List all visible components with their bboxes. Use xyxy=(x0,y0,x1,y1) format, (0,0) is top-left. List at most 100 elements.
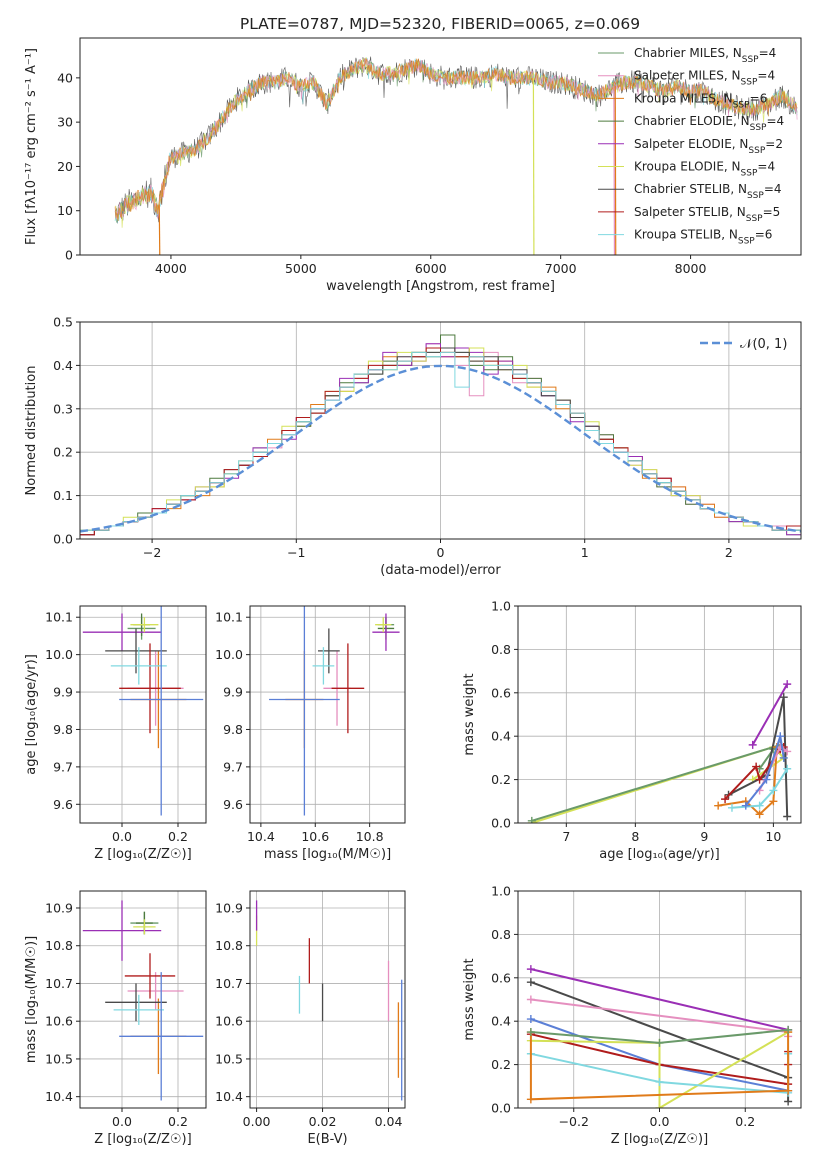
y-tick-label: 9.8 xyxy=(53,722,73,737)
y-tick-label: 20 xyxy=(57,159,73,174)
panel-mass-vs-Z: 0.0 0.2 10.4 10.5 10.6 10.7 10.8 10.9 Z [log₁₀(Z… xyxy=(24,890,207,1147)
y-tick-label: 10.4 xyxy=(45,1089,73,1104)
y-tick-label: 0.4 xyxy=(53,358,73,373)
weight-marker xyxy=(762,775,771,784)
y-tick-label: 0 xyxy=(65,248,73,263)
y-tick-label: 10.1 xyxy=(215,610,243,625)
y-tick-label: 0.4 xyxy=(491,1014,511,1029)
y-tick-label: 0.2 xyxy=(491,772,511,787)
y-tick-label: 40 xyxy=(57,70,73,85)
y-tick-label: 10.4 xyxy=(215,1089,243,1104)
weight-marker xyxy=(784,1086,793,1095)
y-tick-label: 10.9 xyxy=(215,900,243,915)
x-tick-label: 0.0 xyxy=(112,1114,132,1129)
weight-marker xyxy=(783,747,792,756)
y-tick-label: 10.8 xyxy=(215,938,243,953)
weight-marker xyxy=(755,810,764,819)
x-axis-label: Z [log₁₀(Z/Z☉)] xyxy=(611,1132,708,1147)
x-axis-label: E(B-V) xyxy=(307,1132,347,1147)
plot-area xyxy=(526,965,793,1108)
weight-marker xyxy=(755,801,764,810)
weight-series xyxy=(531,743,781,822)
y-tick-label: 0.5 xyxy=(53,315,73,330)
weight-marker xyxy=(769,786,778,795)
y-tick-label: 9.6 xyxy=(53,797,73,812)
weight-series xyxy=(728,696,789,817)
y-tick-label: 9.7 xyxy=(223,759,243,774)
weight-marker xyxy=(748,740,757,749)
axes-frame xyxy=(79,321,802,540)
x-tick-label: 0.02 xyxy=(309,1114,337,1129)
y-tick-label: 10.5 xyxy=(215,1051,243,1066)
histogram-series xyxy=(80,351,801,539)
weight-marker xyxy=(755,775,764,784)
weight-marker xyxy=(779,693,788,702)
weight-marker xyxy=(784,1025,793,1034)
weight-marker xyxy=(784,1097,793,1106)
y-tick-label: 9.9 xyxy=(53,685,73,700)
axes-frame xyxy=(517,890,802,1109)
weight-marker xyxy=(714,801,723,810)
x-tick-label: 0.2 xyxy=(735,1114,755,1129)
y-axis-label: mass [log₁₀(M/M☉)] xyxy=(24,936,39,1063)
weight-marker xyxy=(526,1095,535,1104)
normal-curve xyxy=(80,364,801,533)
panel-spectrum: 4000 5000 6000 7000 8000 0 10 20 30 40 wavelength … xyxy=(24,37,802,294)
legend-entry: Chabrier MILES, NSSP=4 xyxy=(634,46,776,65)
x-tick-label: −1 xyxy=(287,545,305,560)
y-tick-label: 9.6 xyxy=(223,797,243,812)
x-tick-label: 1 xyxy=(581,545,589,560)
y-tick-label: 10.5 xyxy=(45,1051,73,1066)
y-tick-label: 1.0 xyxy=(491,599,511,614)
x-tick-label: 0.0 xyxy=(650,1114,670,1129)
weight-marker xyxy=(526,1015,535,1024)
plot-area xyxy=(80,334,801,539)
figure-title: PLATE=0787, MJD=52320, FIBERID=0065, z=0… xyxy=(240,15,640,33)
x-tick-label: −0.2 xyxy=(559,1114,589,1129)
y-tick-label: 1.0 xyxy=(491,884,511,899)
plot-area xyxy=(82,900,204,1101)
plot-area xyxy=(255,900,403,1101)
panels: 4000 5000 6000 7000 8000010203040wavelength … xyxy=(24,37,802,1147)
y-tick-label: 9.9 xyxy=(223,685,243,700)
x-tick-label: 2 xyxy=(725,545,733,560)
y-axis-label: mass weight xyxy=(462,958,477,1040)
x-tick-label: 10.6 xyxy=(301,829,329,844)
y-tick-label: 10.7 xyxy=(215,976,243,991)
weight-marker xyxy=(527,816,536,823)
x-tick-label: 0.2 xyxy=(168,1114,188,1129)
model-drop-line xyxy=(158,204,161,255)
y-tick-label: 0.2 xyxy=(53,445,73,460)
weight-marker xyxy=(741,801,750,810)
x-tick-label: 10 xyxy=(765,829,781,844)
x-tick-label: 7000 xyxy=(545,261,577,276)
plot-area xyxy=(82,606,204,816)
y-tick-label: 0.3 xyxy=(53,401,73,416)
axes-frame xyxy=(517,605,802,824)
weight-series xyxy=(529,1032,790,1101)
x-tick-label: 9 xyxy=(700,829,708,844)
weight-marker xyxy=(655,1077,664,1086)
y-tick-label: 0.0 xyxy=(491,1101,511,1116)
x-axis-label: Z [log₁₀(Z/Z☉)] xyxy=(94,847,191,862)
panel-weight-vs-Z: −0.2 0.0 0.2 0.0 0.2 0.4 0.6 0.8 1.0 Z [log₁₀(Z/Z… xyxy=(462,884,802,1147)
y-tick-label: 0.6 xyxy=(491,970,511,985)
legend-entry: Chabrier ELODIE, NSSP=4 xyxy=(634,114,784,133)
x-tick-label: 5000 xyxy=(285,261,317,276)
weight-marker xyxy=(655,1104,664,1108)
weight-marker xyxy=(776,732,785,741)
weight-series xyxy=(530,1031,789,1108)
legend-entry: Salpeter STELIB, NSSP=5 xyxy=(634,205,780,224)
weight-marker xyxy=(752,762,761,771)
x-tick-label: 10.4 xyxy=(247,829,275,844)
y-tick-label: 10.7 xyxy=(45,976,73,991)
axes-frame xyxy=(249,890,406,1109)
model-drop-line xyxy=(532,77,535,255)
legend-entry: Kroupa STELIB, NSSP=6 xyxy=(634,228,772,247)
legend-entry: Kroupa ELODIE, NSSP=4 xyxy=(634,160,775,179)
x-tick-label: 8000 xyxy=(675,261,707,276)
x-tick-label: 10.8 xyxy=(356,829,384,844)
y-tick-label: 9.8 xyxy=(223,722,243,737)
weight-marker xyxy=(526,978,535,987)
plot-area xyxy=(114,56,798,255)
